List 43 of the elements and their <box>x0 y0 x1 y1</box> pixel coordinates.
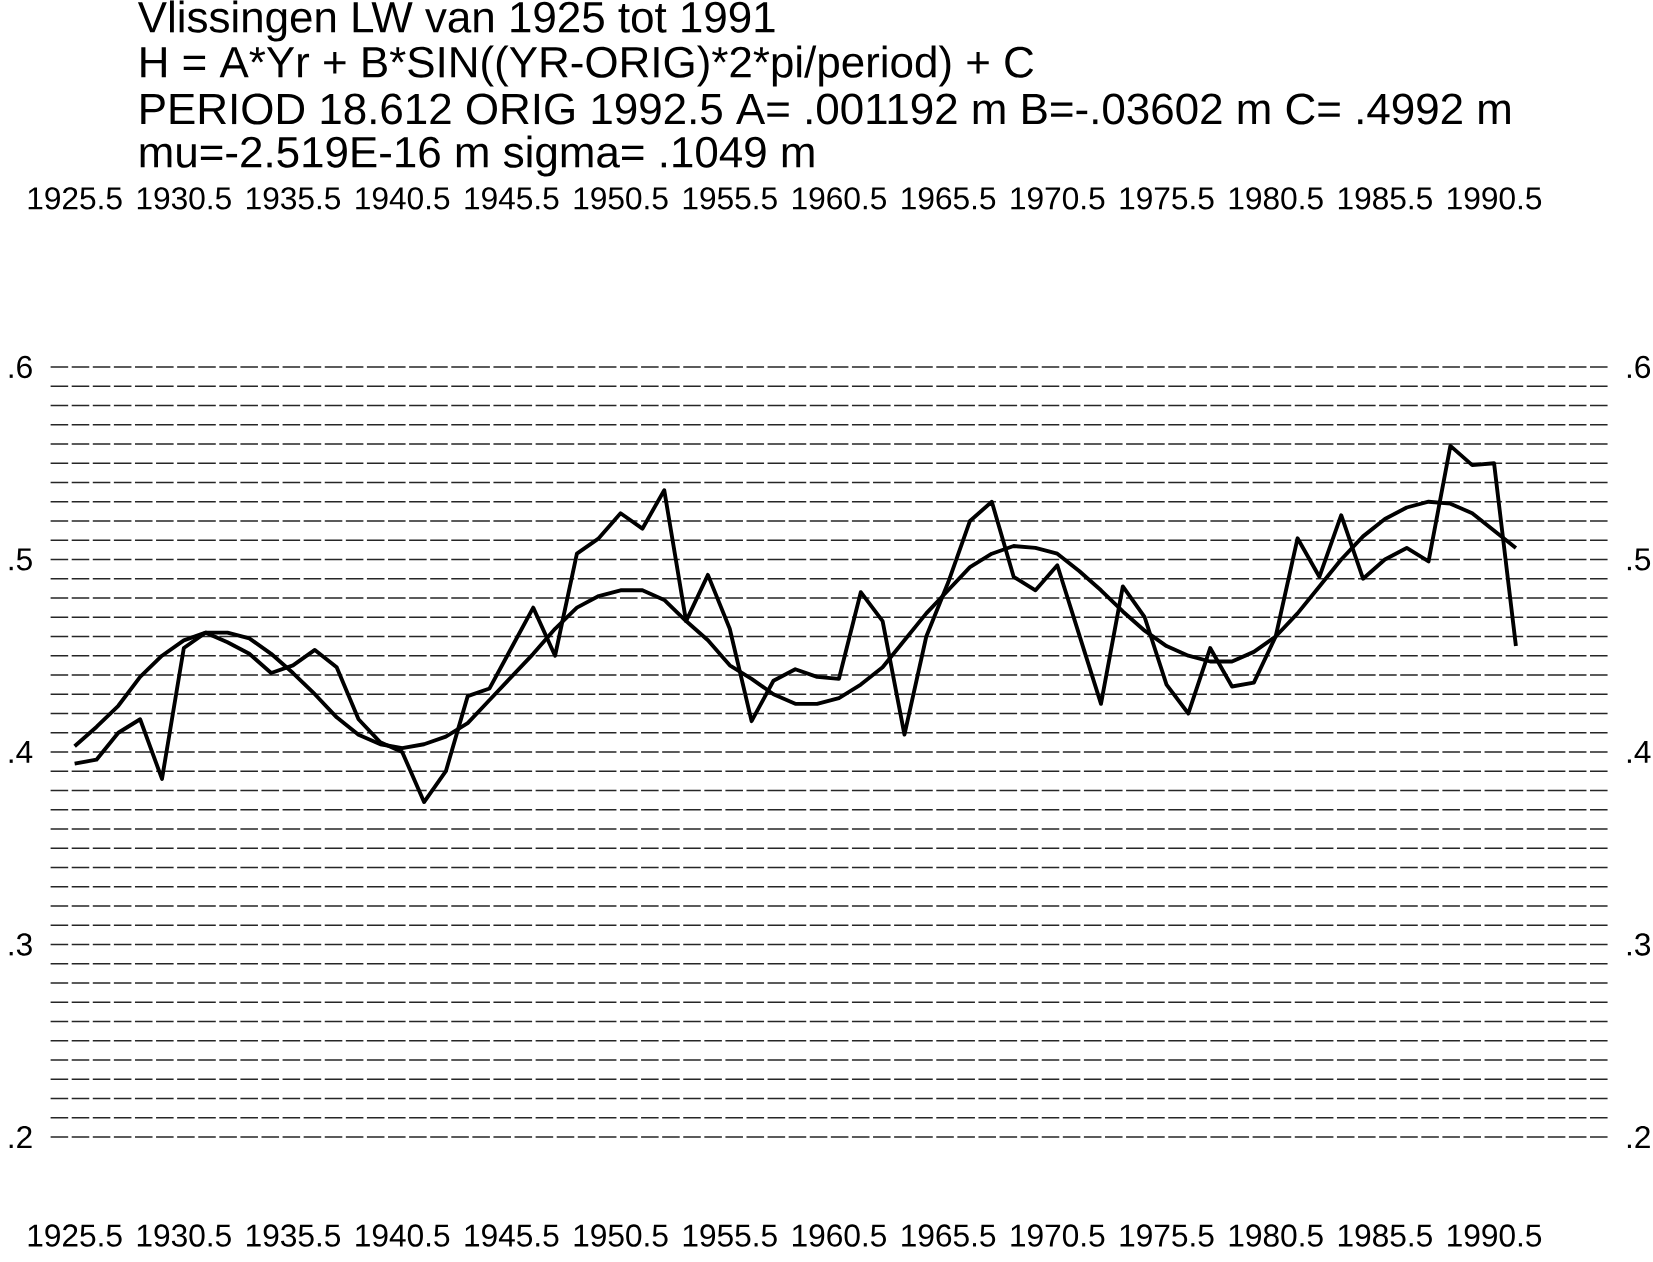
y-tick-label: .4 <box>9 741 33 763</box>
x2-tick-label: 1975.5 <box>1120 187 1214 210</box>
chart-subtitle: H = A*Yr + B*SIN((YR-ORIG)*2*pi/period) + C <box>141 45 1034 87</box>
y2-tick-label: .5 <box>1627 548 1651 571</box>
x-tick-label: 1980.5 <box>1229 1224 1323 1247</box>
x-tick-label: 1940.5 <box>356 1224 450 1247</box>
x-tick-label: 1945.5 <box>465 1224 559 1247</box>
x-tick-label: 1955.5 <box>683 1224 777 1247</box>
x2-tick-label: 1970.5 <box>1011 187 1105 210</box>
x2-tick-label: 1950.5 <box>574 187 668 210</box>
x-tick-label: 1925.5 <box>28 1224 122 1247</box>
x2-tick-label: 1965.5 <box>902 187 996 210</box>
x-tick-label: 1970.5 <box>1011 1224 1105 1247</box>
x-tick-label: 1990.5 <box>1448 1224 1542 1247</box>
y2-tick-label: .3 <box>1627 933 1651 956</box>
x2-tick-label: 1985.5 <box>1338 187 1432 210</box>
x2-tick-label: 1930.5 <box>137 187 231 210</box>
text: mu=-2.519E-16 m sigma= .1049 m <box>140 135 814 177</box>
chart-title: Vlissingen LW van 1925 tot 1991 <box>137 0 775 42</box>
line-series <box>72 443 1518 804</box>
x2-tick-label: 1990.5 <box>1448 187 1542 210</box>
x2-tick-label: 1935.5 <box>247 187 341 210</box>
x2-tick-label: 1980.5 <box>1229 187 1323 210</box>
x2-tick-label: 1955.5 <box>683 187 777 210</box>
y-tick-label: .2 <box>9 1125 32 1149</box>
x2-tick-label: 1960.5 <box>793 187 886 210</box>
x-tick-label: 1935.5 <box>247 1224 341 1247</box>
y-tick-label: .6 <box>9 355 32 379</box>
x-tick-label: 1930.5 <box>137 1224 231 1247</box>
x-tick-label: 1975.5 <box>1120 1224 1214 1247</box>
x-tick-label: 1950.5 <box>574 1224 668 1247</box>
y-tick-label: .3 <box>9 933 32 956</box>
y2-tick-label: .4 <box>1627 741 1651 763</box>
x2-tick-label: 1945.5 <box>465 187 559 210</box>
x-tick-label: 1960.5 <box>793 1224 886 1247</box>
x2-tick-label: 1925.5 <box>28 187 122 210</box>
x-tick-label: 1985.5 <box>1338 1224 1432 1247</box>
x2-tick-label: 1940.5 <box>356 187 450 210</box>
y2-tick-label: .2 <box>1627 1125 1650 1149</box>
y2-tick-label: .6 <box>1627 355 1651 379</box>
text: PERIOD 18.612 ORIG 1992.5 A= .001192 m B=-.03602 m C= .4992 m <box>141 93 1510 125</box>
y-tick-label: .5 <box>9 548 32 571</box>
x-tick-label: 1965.5 <box>902 1224 996 1247</box>
